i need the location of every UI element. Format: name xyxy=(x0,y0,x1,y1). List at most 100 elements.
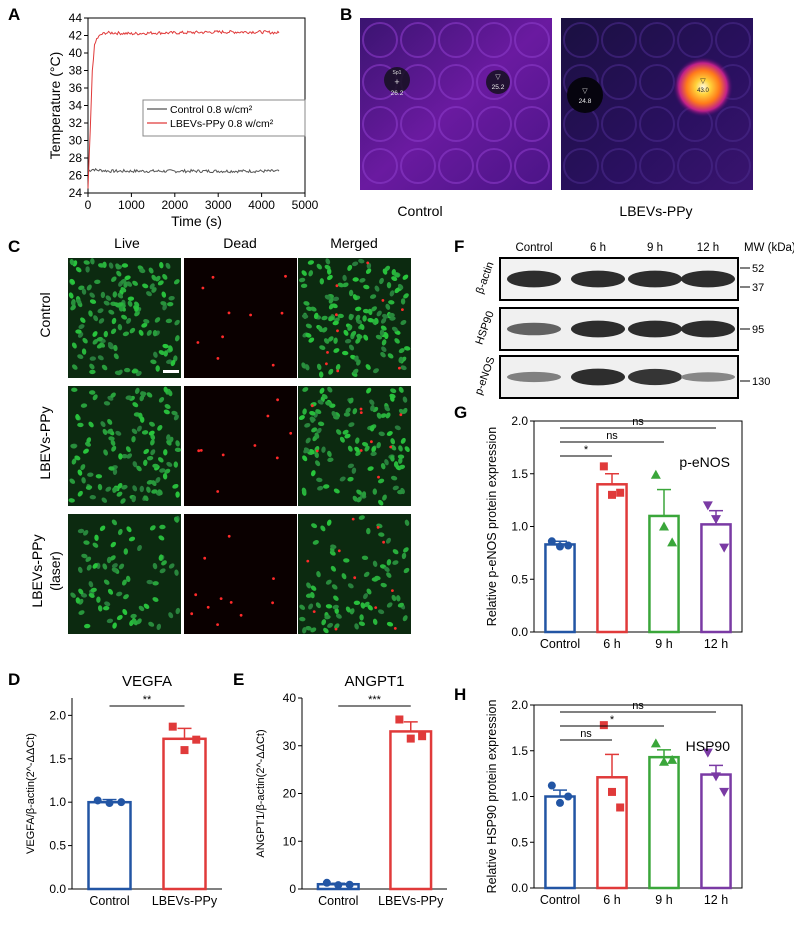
live-cell xyxy=(101,497,108,503)
live-cell xyxy=(310,585,317,591)
live-cell xyxy=(359,614,364,621)
live-cell xyxy=(330,565,337,572)
temp-reading: 43.0 xyxy=(697,88,709,94)
col-header-dead: Dead xyxy=(223,235,256,251)
x-tick-label: 0 xyxy=(85,198,92,212)
live-cell xyxy=(298,415,305,421)
live-cell xyxy=(69,478,76,484)
legend-box xyxy=(142,99,306,137)
live-cell xyxy=(317,485,324,491)
chart-h-hsp90: 0.0 0.5 1.0 1.5 2.0 Control 6 h 9 h 12 h HSP90 Rel… xyxy=(485,698,743,907)
data-point xyxy=(168,722,177,731)
live-cell xyxy=(398,464,406,470)
plot-frame xyxy=(533,420,743,633)
live-cell xyxy=(92,563,98,569)
live-cell xyxy=(94,534,99,541)
live-cell xyxy=(75,329,82,334)
live-cell xyxy=(108,262,114,269)
y-tick-label: 20 xyxy=(283,787,297,801)
dead-cell xyxy=(190,612,194,616)
live-cell xyxy=(345,606,351,613)
live-cell xyxy=(96,336,103,342)
live-cell xyxy=(331,303,338,309)
live-cell xyxy=(393,461,399,468)
live-cell xyxy=(302,455,308,462)
live-cell xyxy=(96,343,103,349)
live-cell xyxy=(125,446,131,453)
dead-cell xyxy=(276,398,279,402)
live-cell xyxy=(78,610,85,615)
live-cell xyxy=(347,476,354,482)
panel-letter-f: F xyxy=(454,237,464,256)
live-cell xyxy=(391,594,397,602)
live-cell xyxy=(100,291,106,299)
live-cell xyxy=(89,356,96,361)
dead-cell xyxy=(370,440,373,444)
live-cell xyxy=(339,436,345,443)
chart-annotation: p-eNOS xyxy=(679,454,730,470)
well xyxy=(476,64,512,100)
live-cell xyxy=(390,388,397,394)
live-cell xyxy=(299,616,306,622)
dead-cell xyxy=(227,311,231,315)
live-cell xyxy=(114,302,120,308)
live-cell xyxy=(386,602,393,608)
y-tick-label: 30 xyxy=(69,134,83,148)
live-cell xyxy=(310,627,317,633)
dead-cell xyxy=(325,362,328,366)
live-cell xyxy=(335,363,341,371)
live-cell xyxy=(83,540,90,545)
live-cell xyxy=(152,463,159,469)
live-cell xyxy=(316,427,322,434)
live-cell xyxy=(352,495,358,502)
live-cell xyxy=(398,356,403,364)
live-cell xyxy=(321,315,328,321)
live-cell xyxy=(347,264,353,271)
live-cell xyxy=(350,330,357,337)
dead-cell xyxy=(201,286,205,290)
live-cell xyxy=(356,496,362,503)
live-cell xyxy=(347,583,354,589)
bar xyxy=(648,755,680,890)
blot-band xyxy=(681,372,735,382)
live-cell xyxy=(318,371,324,378)
live-cell xyxy=(335,613,342,619)
live-cell xyxy=(358,515,365,520)
live-cell xyxy=(125,395,132,400)
live-cell xyxy=(343,412,351,417)
live-cell xyxy=(348,397,354,404)
data-point xyxy=(547,781,556,790)
live-cell xyxy=(401,552,407,560)
live-cell xyxy=(316,263,322,270)
live-cell xyxy=(321,619,327,626)
live-cell xyxy=(327,622,334,628)
live-cell xyxy=(363,601,370,608)
live-cell xyxy=(136,465,142,472)
live-cell xyxy=(174,447,182,453)
live-cell xyxy=(333,348,340,353)
data-point xyxy=(564,792,573,801)
live-cell xyxy=(123,548,129,555)
live-cell xyxy=(155,275,161,282)
live-cell xyxy=(97,355,104,361)
live-cell xyxy=(397,454,405,459)
well xyxy=(438,22,474,58)
live-cell xyxy=(305,332,312,338)
live-cell xyxy=(379,277,384,285)
live-cell xyxy=(126,453,133,459)
live-cell xyxy=(397,602,404,608)
live-cell xyxy=(175,440,180,447)
live-cell xyxy=(121,263,129,268)
panel-letter-g: G xyxy=(454,403,467,422)
live-cell xyxy=(398,457,403,464)
live-cell xyxy=(351,261,359,267)
dead-cell xyxy=(206,605,210,609)
live-cell xyxy=(142,283,149,289)
data-point xyxy=(650,469,661,479)
live-cell xyxy=(157,489,163,496)
live-cell xyxy=(315,460,321,467)
bar xyxy=(544,543,576,634)
live-cell xyxy=(310,591,315,599)
live-cell xyxy=(149,525,156,531)
live-cell xyxy=(154,317,161,323)
